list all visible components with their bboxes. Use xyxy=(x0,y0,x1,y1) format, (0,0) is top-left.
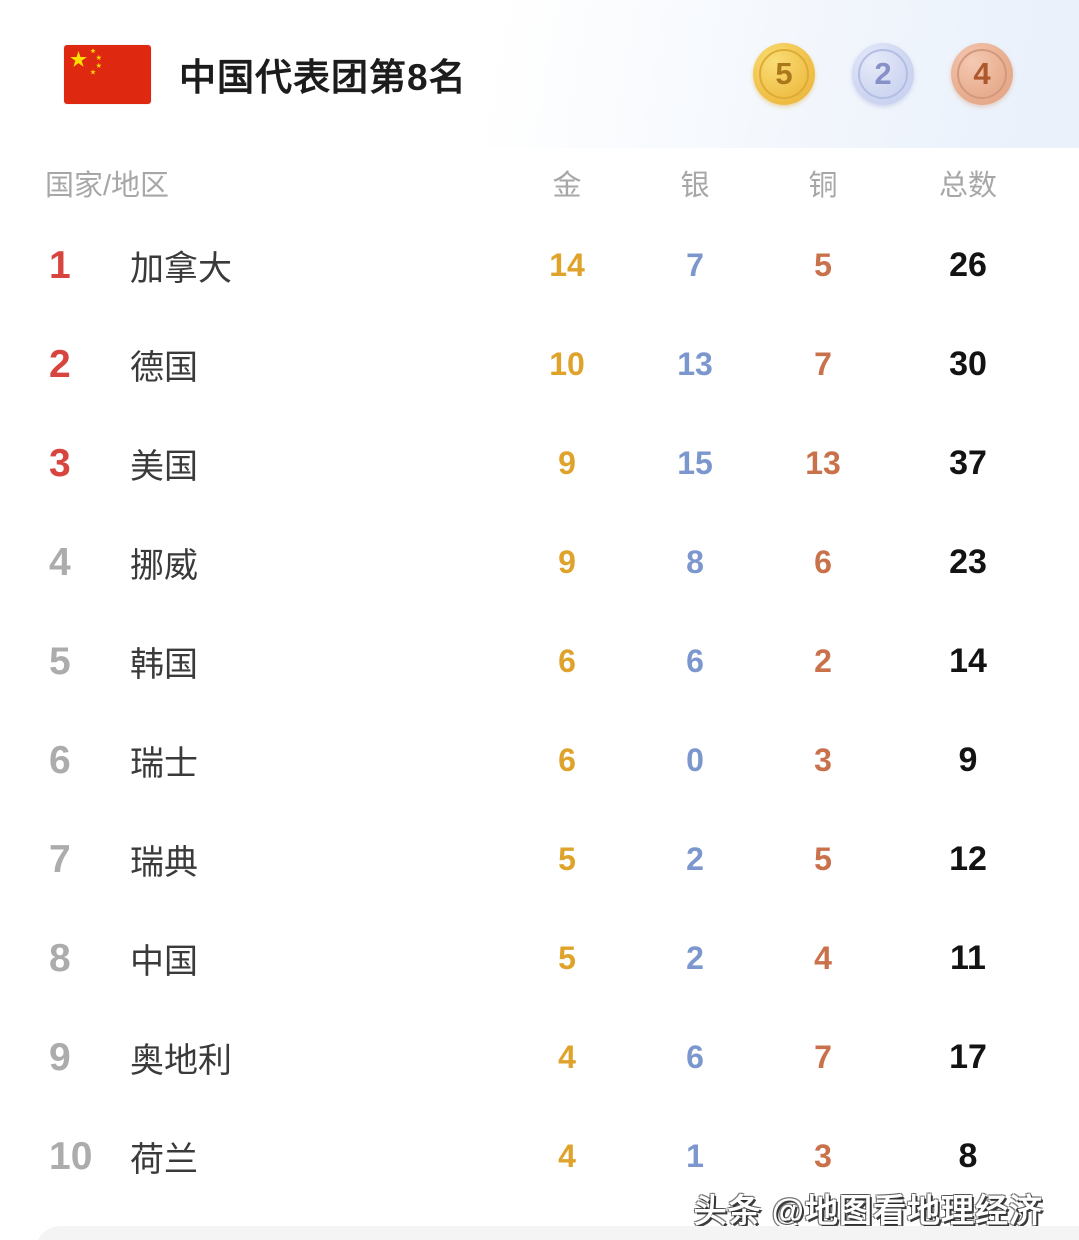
table-row[interactable]: 3 美国 9 15 13 37 xyxy=(45,414,1049,513)
table-row[interactable]: 5 韩国 6 6 2 14 xyxy=(45,612,1049,711)
total-count: 26 xyxy=(949,246,987,284)
silver-count: 13 xyxy=(677,346,713,382)
rank-number: 10 xyxy=(49,1134,93,1178)
table-row[interactable]: 1 加拿大 14 7 5 26 xyxy=(45,216,1049,315)
table-row[interactable]: 6 瑞士 6 0 3 9 xyxy=(45,711,1049,810)
country-name: 瑞典 xyxy=(130,844,198,882)
country-name: 德国 xyxy=(130,349,198,387)
next-card-edge xyxy=(35,1226,1079,1240)
column-header-bronze: 铜 xyxy=(808,170,838,202)
country-name: 挪威 xyxy=(130,547,198,585)
column-header-silver: 银 xyxy=(680,170,710,202)
silver-count: 0 xyxy=(686,742,704,778)
gold-count: 4 xyxy=(558,1039,576,1075)
table-row[interactable]: 9 奥地利 4 6 7 17 xyxy=(45,1008,1049,1107)
total-count: 17 xyxy=(949,1038,987,1076)
rank-number: 4 xyxy=(49,540,71,584)
bronze-count: 4 xyxy=(814,940,832,976)
rank-number: 6 xyxy=(49,738,71,782)
gold-count: 9 xyxy=(558,544,576,580)
rank-number: 9 xyxy=(49,1035,71,1079)
silver-count: 1 xyxy=(686,1138,704,1174)
gold-count: 14 xyxy=(549,247,585,283)
gold-count: 4 xyxy=(558,1138,576,1174)
bronze-medal-icon: 4 xyxy=(951,43,1013,105)
total-count: 30 xyxy=(949,345,987,383)
total-count: 14 xyxy=(949,642,987,680)
country-name: 荷兰 xyxy=(130,1141,198,1179)
flag-field xyxy=(64,44,151,104)
total-count: 12 xyxy=(949,840,987,878)
country-name: 美国 xyxy=(130,448,198,486)
rank-number: 5 xyxy=(49,639,71,683)
silver-count: 2 xyxy=(686,940,704,976)
watermark: 头条 @地图看地理经济 xyxy=(693,1192,1043,1229)
gold-count: 10 xyxy=(549,346,585,382)
table-row[interactable]: 7 瑞典 5 2 5 12 xyxy=(45,810,1049,909)
bronze-count: 13 xyxy=(805,445,841,481)
country-name: 中国 xyxy=(130,943,198,981)
rank-number: 2 xyxy=(49,342,71,386)
country-name: 加拿大 xyxy=(130,250,232,288)
medal-summary: 5 2 4 xyxy=(753,43,1013,105)
bronze-count: 7 xyxy=(814,346,832,382)
total-count: 37 xyxy=(949,444,987,482)
china-flag-icon xyxy=(64,44,151,104)
page-title: 中国代表团第8名 xyxy=(179,57,467,98)
silver-medal-icon: 2 xyxy=(852,43,914,105)
country-name: 韩国 xyxy=(130,646,198,684)
rank-number: 1 xyxy=(49,243,71,287)
total-count: 9 xyxy=(958,741,978,779)
bronze-count: 2 xyxy=(814,643,832,679)
silver-count: 7 xyxy=(686,247,704,283)
silver-count: 8 xyxy=(686,544,704,580)
gold-count: 6 xyxy=(558,742,576,778)
bronze-count: 3 xyxy=(814,742,832,778)
gold-count: 5 xyxy=(558,841,576,877)
silver-count: 15 xyxy=(677,445,713,481)
country-name: 瑞士 xyxy=(130,745,198,783)
bronze-count: 7 xyxy=(814,1039,832,1075)
medal-table-body: 1 加拿大 14 7 5 26 2 德国 10 13 7 30 3 美国 9 1… xyxy=(45,216,1049,1206)
country-name: 奥地利 xyxy=(130,1042,232,1080)
column-header-country: 国家/地区 xyxy=(45,170,170,202)
silver-count: 6 xyxy=(686,1039,704,1075)
gold-count: 6 xyxy=(558,643,576,679)
table-header-row: 国家/地区 金 银 铜 总数 xyxy=(45,150,1049,216)
rank-number: 3 xyxy=(49,441,71,485)
total-count: 23 xyxy=(949,543,987,581)
table-row[interactable]: 10 荷兰 4 1 3 8 xyxy=(45,1107,1049,1206)
table-row[interactable]: 2 德国 10 13 7 30 xyxy=(45,315,1049,414)
total-count: 8 xyxy=(958,1137,978,1175)
bronze-count: 5 xyxy=(814,247,832,283)
table-row[interactable]: 4 挪威 9 8 6 23 xyxy=(45,513,1049,612)
gold-count: 9 xyxy=(558,445,576,481)
rank-number: 8 xyxy=(49,936,71,980)
silver-count: 6 xyxy=(686,643,704,679)
silver-count: 2 xyxy=(686,841,704,877)
page-header: 中国代表团第8名 5 2 4 xyxy=(64,30,1079,118)
table-row[interactable]: 8 中国 5 2 4 11 xyxy=(45,909,1049,1008)
bronze-count: 6 xyxy=(814,544,832,580)
gold-count: 5 xyxy=(558,940,576,976)
medal-table: 国家/地区 金 银 铜 总数 1 加拿大 14 7 5 26 2 德国 10 1… xyxy=(45,150,1049,1206)
column-header-total: 总数 xyxy=(938,170,997,202)
bronze-count: 3 xyxy=(814,1138,832,1174)
column-header-gold: 金 xyxy=(552,170,582,202)
gold-medal-icon: 5 xyxy=(753,43,815,105)
bronze-count: 5 xyxy=(814,841,832,877)
total-count: 11 xyxy=(950,939,986,977)
rank-number: 7 xyxy=(49,837,71,881)
